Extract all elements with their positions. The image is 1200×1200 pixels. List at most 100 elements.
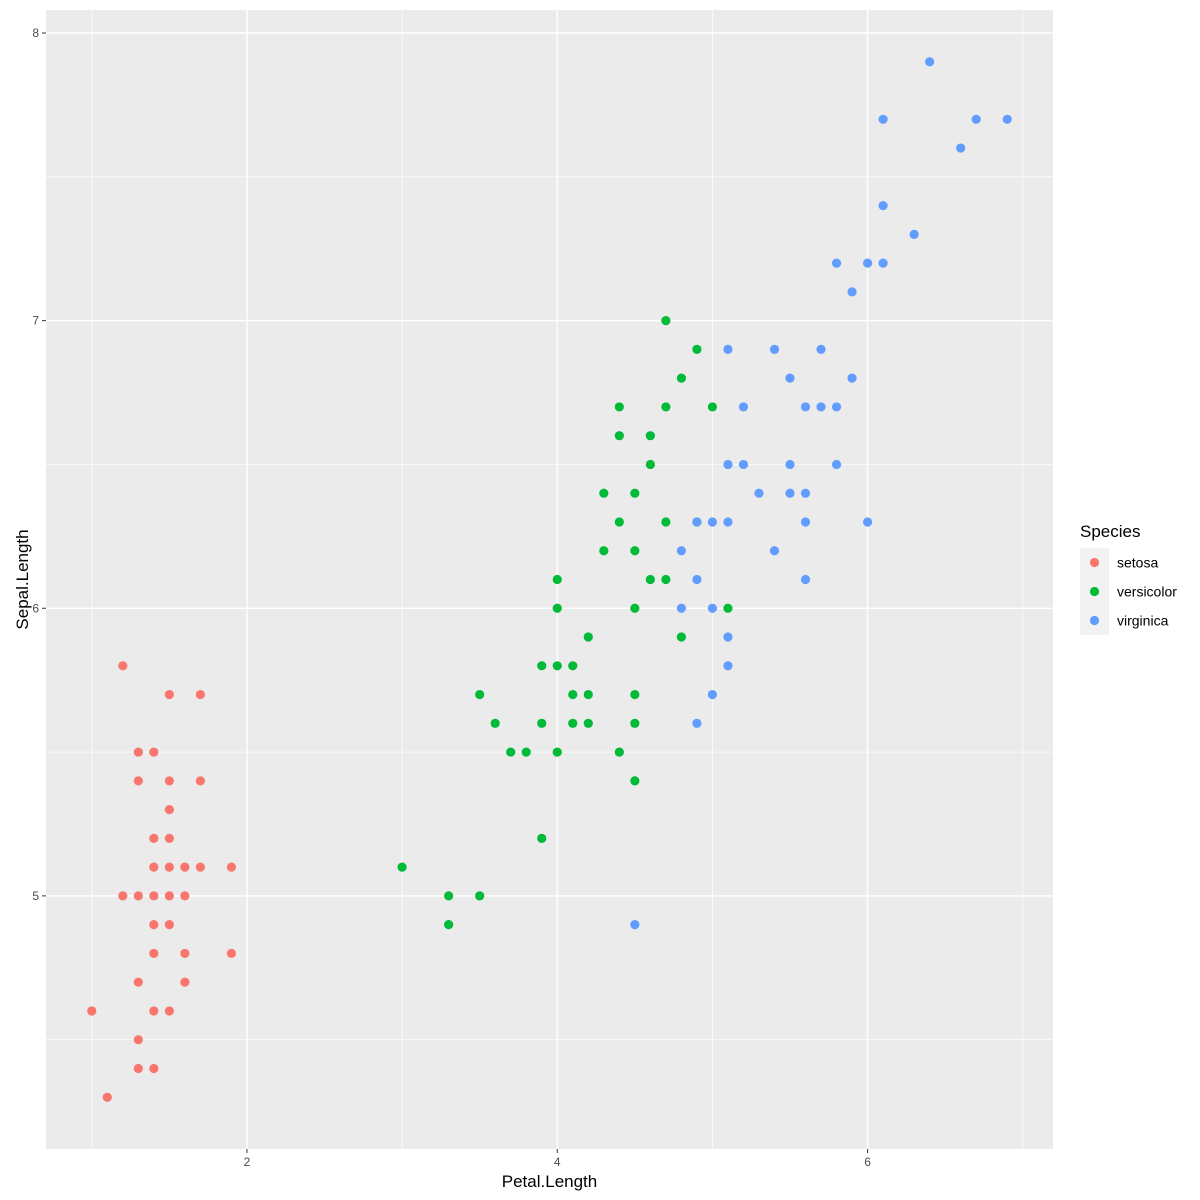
data-point-versicolor (490, 718, 500, 728)
data-point-virginica (785, 459, 795, 470)
data-point-virginica (800, 402, 811, 412)
data-point-virginica (800, 574, 811, 585)
data-point-virginica (800, 517, 811, 527)
data-point-setosa (226, 862, 237, 872)
y-axis-title: Sepal.Length (13, 529, 32, 629)
data-point-versicolor (676, 373, 686, 383)
data-point-versicolor (537, 833, 547, 843)
data-point-virginica (692, 718, 702, 728)
x-axis-title: Petal.Length (502, 1172, 597, 1191)
data-point-versicolor (506, 747, 516, 757)
data-point-setosa (180, 862, 190, 872)
data-point-versicolor (583, 689, 593, 700)
data-point-virginica (707, 517, 718, 527)
minor-gridlines (46, 10, 1053, 1149)
data-point-versicolor (537, 661, 547, 671)
data-point-versicolor (630, 546, 640, 556)
data-point-virginica (630, 920, 640, 930)
data-point-versicolor (614, 747, 624, 757)
data-point-virginica (769, 344, 780, 354)
data-point-virginica (862, 517, 873, 527)
data-point-versicolor (583, 632, 593, 642)
data-point-setosa (133, 977, 143, 987)
data-point-virginica (878, 114, 888, 124)
data-point-setosa (149, 1063, 159, 1074)
data-point-setosa (133, 747, 143, 757)
data-point-versicolor (645, 431, 655, 441)
data-point-versicolor (599, 546, 609, 556)
legend-key-versicolor (1089, 586, 1100, 597)
data-point-virginica (676, 603, 686, 613)
y-axis: 5 6 7 8 (32, 26, 46, 903)
data-point-setosa (149, 948, 159, 959)
data-point-versicolor (552, 574, 562, 585)
data-point-versicolor (537, 718, 547, 728)
data-point-setosa (133, 776, 143, 786)
data-point-virginica (831, 459, 842, 470)
data-point-virginica (816, 402, 826, 412)
legend-items: setosa versicolor virginica (1089, 555, 1177, 629)
data-point-versicolor (630, 689, 640, 700)
data-point-setosa (164, 1006, 174, 1016)
data-point-virginica (769, 546, 780, 556)
data-point-setosa (149, 891, 159, 901)
data-point-virginica (723, 344, 733, 354)
data-point-versicolor (645, 574, 655, 585)
y-tick-label: 6 (32, 601, 39, 615)
data-point-versicolor (583, 718, 593, 728)
data-point-versicolor (614, 402, 624, 412)
data-point-versicolor (568, 689, 578, 700)
x-axis: 2 4 6 (244, 1149, 871, 1169)
data-point-virginica (847, 287, 857, 297)
data-point-versicolor (676, 632, 686, 642)
data-point-versicolor (397, 862, 407, 872)
data-point-setosa (149, 747, 159, 757)
data-point-virginica (847, 373, 857, 383)
data-point-versicolor (568, 661, 578, 671)
data-point-virginica (956, 143, 966, 153)
legend: Species setosa versicolor virginica (1080, 522, 1177, 635)
data-point-versicolor (552, 661, 562, 671)
data-point-virginica (816, 344, 826, 354)
data-point-virginica (723, 459, 733, 470)
data-point-virginica (692, 574, 702, 585)
data-point-setosa (133, 1063, 143, 1074)
data-point-setosa (195, 776, 205, 786)
data-point-versicolor (707, 402, 718, 412)
major-gridlines (46, 10, 1053, 1149)
data-point-virginica (831, 402, 842, 412)
data-point-virginica (1002, 114, 1012, 124)
data-point-versicolor (661, 316, 671, 326)
data-point-versicolor (568, 718, 578, 728)
data-point-versicolor (661, 574, 671, 585)
data-point-setosa (133, 891, 143, 901)
data-point-versicolor (630, 776, 640, 786)
data-point-versicolor (692, 344, 702, 354)
legend-key-setosa (1089, 557, 1100, 568)
data-point-versicolor (614, 431, 624, 441)
data-point-versicolor (630, 488, 640, 498)
data-point-virginica (909, 229, 919, 239)
data-point-virginica (785, 373, 795, 383)
data-point-versicolor (661, 517, 671, 527)
data-point-versicolor (475, 689, 485, 700)
data-point-setosa (164, 805, 174, 815)
data-point-virginica (676, 546, 686, 556)
data-point-virginica (971, 114, 981, 124)
y-tick-label: 5 (32, 889, 39, 903)
data-point-setosa (149, 920, 159, 930)
data-point-virginica (754, 488, 764, 498)
data-point-virginica (723, 661, 733, 671)
data-point-versicolor (630, 603, 640, 613)
data-point-virginica (862, 258, 873, 268)
data-point-versicolor (444, 891, 454, 901)
data-point-versicolor (599, 488, 609, 498)
legend-label-virginica: virginica (1117, 613, 1169, 629)
data-point-setosa (164, 776, 174, 786)
data-points (87, 57, 1012, 1102)
data-point-virginica (878, 258, 888, 268)
data-point-setosa (164, 689, 174, 700)
data-point-virginica (707, 603, 718, 613)
y-tick-label: 8 (32, 26, 39, 40)
